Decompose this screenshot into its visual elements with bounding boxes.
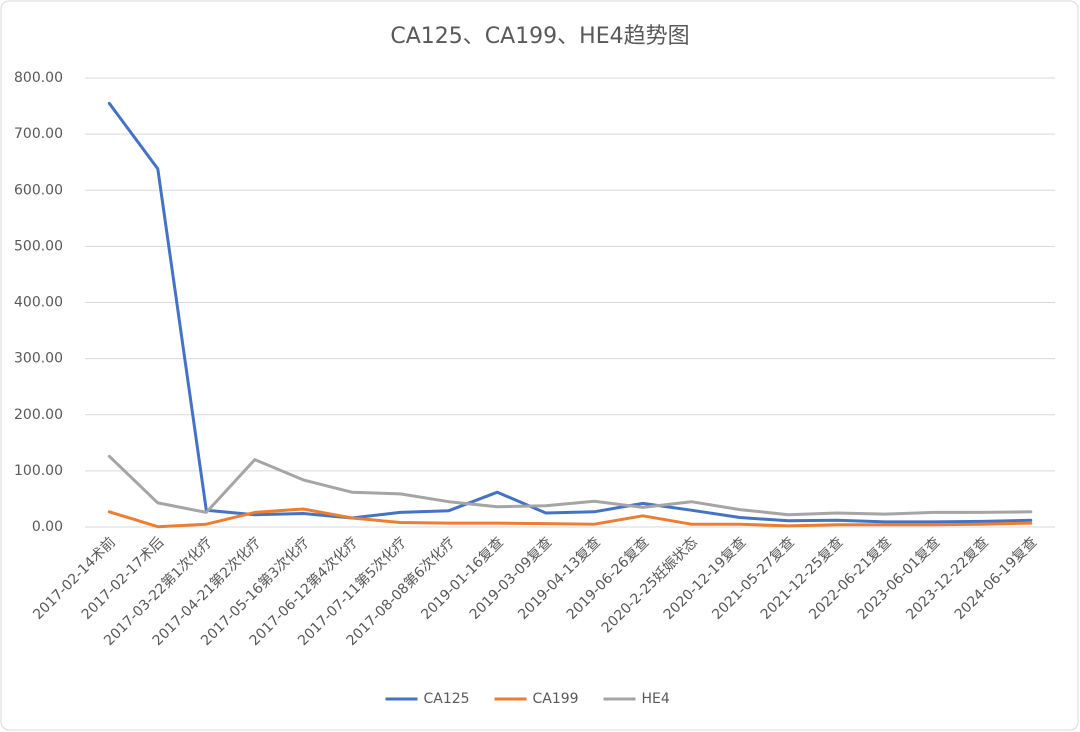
- y-tick-label: 400.00: [14, 295, 63, 311]
- line-series: [107, 454, 1033, 517]
- y-tick-label: 0.00: [32, 519, 63, 535]
- legend-label: CA199: [533, 691, 579, 707]
- y-tick-label: 700.00: [14, 126, 63, 142]
- y-tick-label: 200.00: [14, 407, 63, 423]
- y-tick-label: 300.00: [14, 351, 63, 367]
- y-tick-label: 100.00: [14, 463, 63, 479]
- line-series: [107, 507, 1033, 529]
- line-series: [107, 101, 1033, 524]
- legend-label: CA125: [424, 691, 470, 707]
- chart-title: CA125、CA199、HE4趋势图: [390, 24, 689, 49]
- y-tick-label: 600.00: [14, 182, 63, 198]
- y-tick-label: 500.00: [14, 238, 63, 254]
- legend-label: HE4: [642, 691, 670, 707]
- y-tick-label: 800.00: [14, 70, 63, 86]
